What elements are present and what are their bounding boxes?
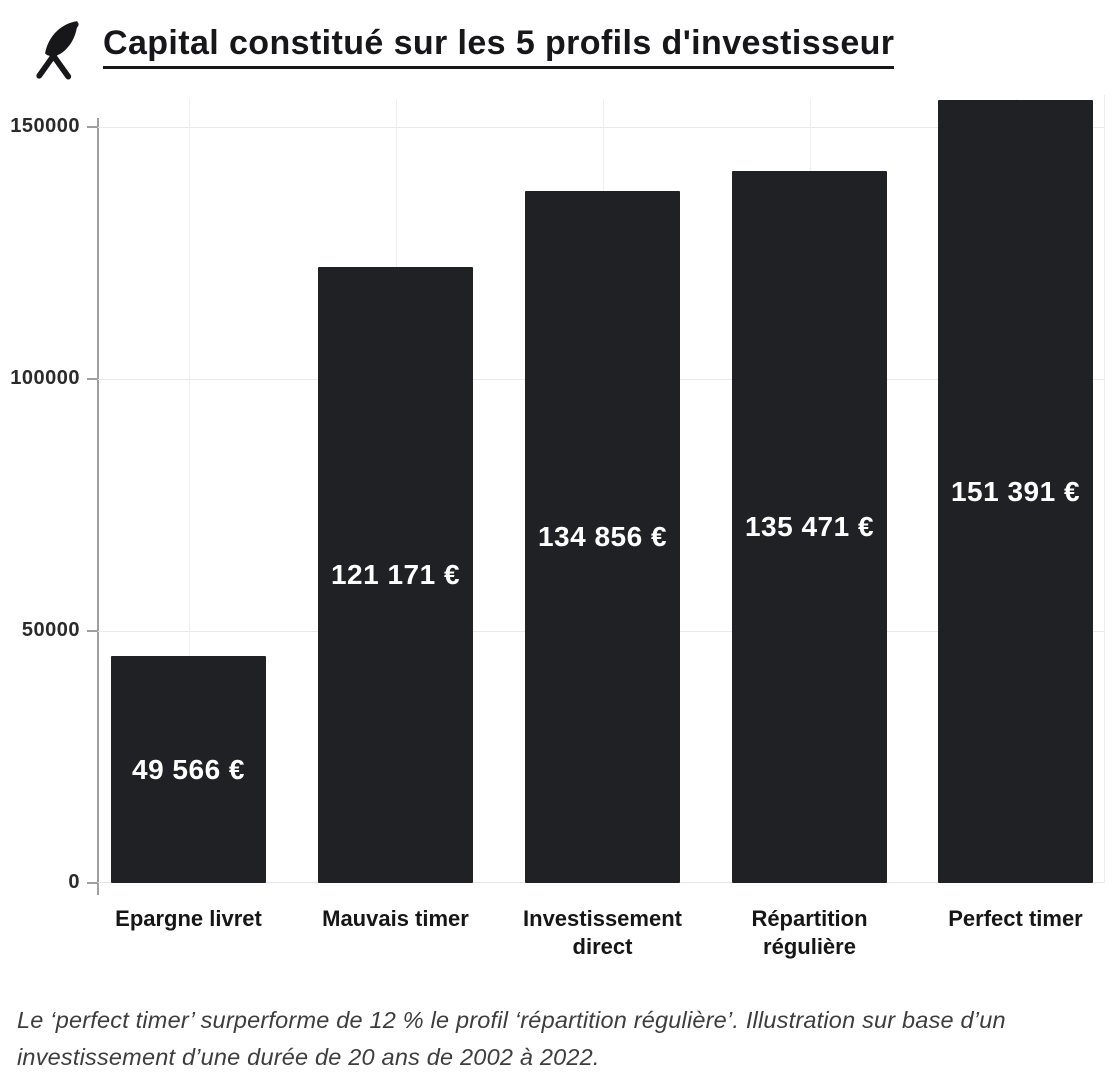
caption-line-2: investissement d’une durée de 20 ans de …	[17, 1044, 600, 1070]
x-category-label-line: Répartition	[705, 905, 915, 933]
x-category-label-line: Epargne livret	[84, 905, 294, 933]
bar: 121 171 €	[318, 267, 473, 883]
y-axis-tick	[87, 126, 98, 128]
bar-value-label: 121 171 €	[331, 559, 460, 591]
y-axis-line	[97, 118, 99, 895]
quill-leaf-icon	[26, 10, 84, 86]
y-tick-label: 100000	[2, 367, 80, 390]
bar-value-label: 135 471 €	[745, 511, 874, 543]
x-category-label-line: direct	[498, 933, 708, 961]
x-category-label-line: Investissement	[498, 905, 708, 933]
bar: 151 391 €	[938, 100, 1093, 883]
x-category-label-line: régulière	[705, 933, 915, 961]
bar: 49 566 €	[111, 656, 266, 883]
y-axis-tick	[87, 882, 98, 884]
y-tick-label: 50000	[2, 619, 80, 642]
bar: 135 471 €	[732, 171, 887, 883]
bar-value-label: 151 391 €	[951, 476, 1080, 508]
y-tick-label: 0	[2, 871, 80, 894]
chart-title: Capital constitué sur les 5 profils d'in…	[103, 24, 894, 69]
x-category-label-line: Perfect timer	[911, 905, 1120, 933]
bar-value-label: 134 856 €	[538, 521, 667, 553]
y-tick-label: 150000	[2, 115, 80, 138]
bar-value-label: 49 566 €	[132, 754, 245, 786]
chart-header: Capital constitué sur les 5 profils d'in…	[0, 0, 1120, 92]
x-category-label-line: Mauvais timer	[291, 905, 501, 933]
x-category-label: Epargne livret	[84, 905, 294, 933]
bar: 134 856 €	[525, 191, 680, 883]
y-axis-tick	[87, 630, 98, 632]
y-axis-tick	[87, 378, 98, 380]
x-category-label: Mauvais timer	[291, 905, 501, 933]
caption-line-1: Le ‘perfect timer’ surperforme de 12 % l…	[17, 1007, 1006, 1033]
x-category-label: Perfect timer	[911, 905, 1120, 933]
chart-caption: Le ‘perfect timer’ surperforme de 12 % l…	[17, 1002, 1112, 1076]
